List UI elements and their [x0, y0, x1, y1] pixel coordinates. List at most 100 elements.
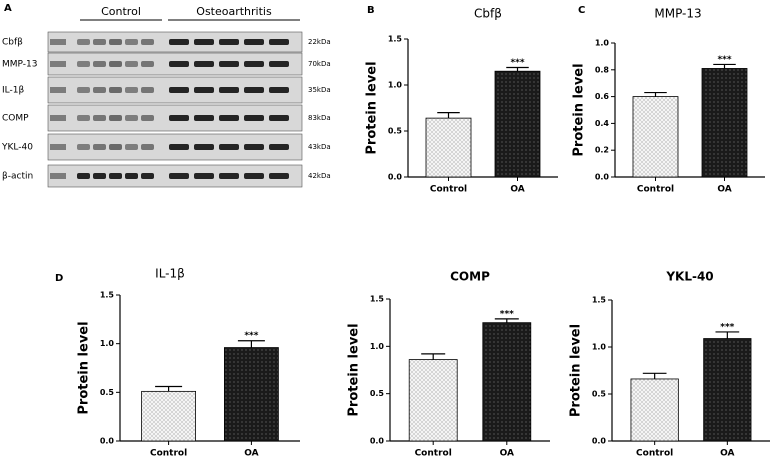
protein-band	[244, 39, 264, 45]
y-tick-label: 1.5	[388, 35, 403, 44]
ladder-band	[50, 144, 66, 150]
protein-band	[93, 115, 106, 121]
x-tick-label: OA	[500, 449, 514, 458]
x-tick-label: Control	[415, 449, 452, 458]
protein-label: YKL-40	[1, 143, 33, 153]
protein-band	[169, 115, 189, 121]
protein-band	[93, 39, 106, 45]
protein-label: β-actin	[2, 172, 33, 182]
protein-band	[141, 61, 154, 67]
x-tick-label: OA	[717, 185, 731, 195]
bar-chart: 0.0 0.5 1.0 1.5 Control OA *** IL-1β Protein lev…	[55, 267, 300, 458]
protein-band	[194, 61, 214, 67]
bar-chart: 0.0 0.5 1.0 1.5 Control OA *** COMP Protein leve…	[347, 270, 550, 458]
bar-chart: 0.0 0.5 1.0 1.5 Control OA *** YKL-40 Protein le…	[569, 270, 770, 458]
protein-band	[77, 115, 90, 121]
y-tick-label: 1.5	[370, 295, 385, 304]
y-tick-label: 0.4	[595, 119, 610, 128]
protein-band	[141, 115, 154, 121]
significance: ***	[717, 55, 731, 65]
protein-band	[141, 39, 154, 45]
protein-band	[109, 61, 122, 67]
x-tick-label: OA	[720, 449, 734, 458]
y-tick-label: 0.0	[595, 173, 610, 182]
y-tick-label: 0.0	[388, 173, 403, 182]
protein-band	[125, 87, 138, 93]
y-tick-label: 0.5	[370, 389, 385, 398]
bar	[701, 68, 748, 178]
protein-band	[125, 144, 138, 150]
y-tick-label: 0.2	[595, 146, 609, 155]
protein-band	[169, 144, 189, 150]
protein-band	[194, 173, 214, 179]
chart-title: MMP-13	[654, 7, 701, 21]
protein-band	[93, 173, 106, 179]
y-tick-label: 0.5	[388, 127, 403, 136]
size-label: 35kDa	[308, 86, 331, 94]
group-label: Osteoarthritis	[196, 5, 272, 18]
protein-band	[244, 61, 264, 67]
y-tick-label: 0.0	[370, 437, 385, 446]
protein-band	[244, 115, 264, 121]
y-axis-label: Protein level	[347, 323, 362, 416]
y-tick-label: 1.0	[388, 81, 403, 90]
size-label: 83kDa	[308, 114, 331, 122]
protein-band	[109, 144, 122, 150]
protein-band	[244, 173, 264, 179]
bar	[223, 347, 279, 442]
protein-band	[141, 87, 154, 93]
protein-band	[77, 61, 90, 67]
ladder-band	[50, 39, 66, 45]
bar-chart: 0.0 0.5 1.0 1.5 Control OA *** Cbfβ Protein leve…	[365, 5, 558, 195]
chart-title: YKL-40	[665, 270, 713, 284]
bar	[703, 338, 752, 442]
protein-band	[219, 87, 239, 93]
protein-band	[125, 115, 138, 121]
bar	[494, 70, 541, 178]
panel-label: B	[367, 5, 375, 16]
x-tick-label: OA	[244, 449, 258, 458]
protein-band	[109, 173, 122, 179]
significance: ***	[510, 58, 524, 68]
y-tick-label: 1.0	[595, 39, 610, 48]
protein-band	[269, 87, 289, 93]
protein-band	[109, 87, 122, 93]
protein-band	[125, 39, 138, 45]
chart-title: IL-1β	[155, 267, 185, 281]
bar	[141, 390, 197, 442]
size-label: 43kDa	[308, 143, 331, 151]
protein-band	[77, 87, 90, 93]
protein-band	[219, 115, 239, 121]
bar-chart: 0.0 0.2 0.4 0.6 0.8 1.0 Control OA *** MMP-13 Prot…	[572, 5, 765, 195]
ladder-band	[50, 61, 66, 67]
size-label: 22kDa	[308, 38, 331, 46]
y-tick-label: 0.0	[592, 437, 607, 446]
bar	[630, 378, 679, 442]
x-tick-label: OA	[510, 185, 524, 195]
protein-band	[219, 144, 239, 150]
protein-band	[219, 39, 239, 45]
protein-band	[141, 144, 154, 150]
ladder-band	[50, 173, 66, 179]
protein-band	[269, 115, 289, 121]
protein-band	[125, 61, 138, 67]
chart-title: COMP	[450, 270, 490, 284]
protein-label: Cbfβ	[2, 38, 23, 48]
panel-label: D	[55, 273, 63, 284]
bar	[632, 96, 679, 178]
protein-band	[269, 144, 289, 150]
y-tick-label: 0.8	[595, 65, 610, 74]
protein-band	[219, 173, 239, 179]
size-label: 42kDa	[308, 172, 331, 180]
bar	[408, 359, 458, 442]
y-tick-label: 0.0	[100, 437, 115, 446]
protein-band	[77, 144, 90, 150]
size-label: 70kDa	[308, 60, 331, 68]
significance: ***	[720, 322, 734, 332]
protein-band	[93, 144, 106, 150]
y-tick-label: 1.5	[100, 291, 115, 300]
x-tick-label: Control	[150, 449, 187, 458]
bar	[425, 117, 472, 178]
y-axis-label: Protein level	[77, 321, 92, 414]
